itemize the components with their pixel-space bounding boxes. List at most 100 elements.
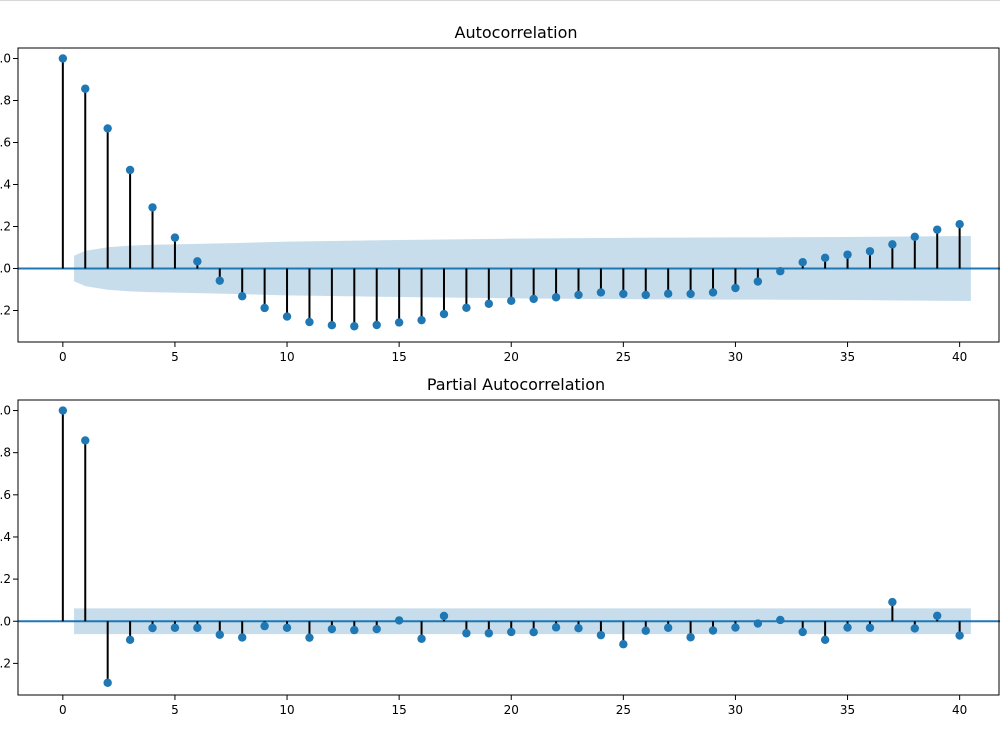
marker-lag-39	[933, 225, 942, 234]
x-tick-label: 0	[59, 703, 67, 717]
window-top-edge	[0, 0, 1000, 4]
chart-title: Autocorrelation	[455, 23, 578, 42]
marker-lag-18	[462, 303, 471, 312]
marker-lag-13	[350, 625, 359, 635]
x-tick-label: 40	[952, 703, 967, 717]
marker-lag-9	[260, 621, 269, 631]
marker-lag-12	[327, 624, 337, 634]
marker-lag-31	[753, 277, 763, 286]
marker-lag-7	[215, 630, 224, 639]
marker-lag-33	[798, 627, 807, 637]
marker-lag-20	[507, 627, 516, 637]
marker-lag-25	[619, 640, 628, 649]
marker-lag-39	[933, 611, 942, 620]
x-tick-label: 30	[728, 350, 743, 364]
x-tick-label: 40	[952, 350, 967, 364]
marker-lag-33	[798, 258, 807, 267]
marker-lag-25	[619, 289, 628, 299]
marker-lag-2	[103, 678, 112, 687]
marker-lag-16	[417, 634, 426, 643]
marker-lag-40	[955, 219, 964, 229]
marker-lag-15	[394, 616, 404, 625]
axes-frame	[17, 47, 1000, 343]
y-tick-label: -0.2	[0, 656, 11, 670]
marker-lag-22	[551, 623, 561, 632]
marker-lag-13	[350, 322, 359, 331]
x-tick-label: 15	[392, 350, 407, 364]
marker-lag-28	[686, 633, 695, 642]
marker-lag-36	[865, 247, 875, 256]
y-tick-label: 0.8	[0, 94, 11, 108]
x-tick-label: 35	[840, 350, 855, 364]
marker-lag-14	[372, 624, 381, 634]
marker-lag-7	[215, 276, 224, 285]
marker-lag-34	[820, 253, 830, 262]
marker-lag-40	[955, 631, 964, 640]
marker-lag-9	[260, 303, 269, 313]
marker-lag-28	[686, 289, 695, 299]
y-tick-label: 1.0	[0, 404, 11, 418]
marker-lag-22	[551, 293, 561, 302]
y-tick-label: 0.6	[0, 136, 11, 150]
axes-frame	[17, 399, 1000, 696]
marker-lag-19	[484, 299, 494, 308]
marker-lag-12	[327, 321, 337, 330]
marker-lag-1	[81, 84, 90, 93]
x-tick-label: 10	[279, 703, 294, 717]
marker-lag-10	[282, 312, 292, 321]
marker-lag-37	[888, 597, 897, 607]
x-tick-label: 5	[171, 350, 179, 364]
marker-lag-29	[708, 626, 718, 635]
marker-lag-2	[103, 124, 112, 133]
x-tick-label: 5	[171, 703, 179, 717]
marker-lag-15	[394, 318, 404, 327]
marker-lag-18	[462, 629, 471, 638]
marker-lag-0	[58, 406, 68, 415]
x-tick-label: 35	[840, 703, 855, 717]
marker-lag-5	[170, 623, 180, 632]
marker-lag-36	[865, 623, 875, 632]
marker-lag-11	[305, 633, 314, 642]
marker-lag-38	[910, 624, 920, 633]
y-tick-label: 0.0	[0, 262, 11, 276]
marker-lag-8	[238, 633, 247, 642]
marker-lag-21	[529, 628, 538, 637]
marker-lag-8	[238, 292, 247, 301]
y-tick-label: 0.2	[0, 572, 11, 586]
marker-lag-26	[641, 290, 650, 300]
marker-lag-20	[507, 296, 516, 306]
x-tick-label: 10	[279, 350, 294, 364]
marker-lag-5	[170, 233, 180, 242]
marker-lag-14	[372, 320, 381, 330]
y-tick-label: 0.0	[0, 614, 11, 628]
y-tick-label: 1.0	[0, 52, 11, 66]
x-tick-label: 20	[504, 703, 519, 717]
partial-autocorrelation-chart: Partial Autocorrelation 0 5 10 15 20 25 30 35 40 1…	[0, 375, 1000, 717]
marker-lag-30	[731, 283, 740, 293]
marker-lag-32	[776, 267, 785, 276]
marker-lag-29	[708, 288, 718, 297]
x-tick-label: 25	[616, 703, 631, 717]
x-tick-label: 20	[504, 350, 519, 364]
autocorrelation-chart: Autocorrelation 0 5 10 15 20 25 30 35 40 1.0 0.8 0.6…	[0, 23, 1000, 364]
marker-lag-3	[125, 165, 135, 175]
y-tick-label: 0.4	[0, 178, 11, 192]
marker-lag-21	[529, 294, 538, 304]
marker-lag-6	[193, 623, 202, 632]
marker-lag-23	[574, 624, 583, 633]
y-tick-label: 0.8	[0, 446, 11, 460]
marker-lag-34	[820, 635, 830, 644]
y-tick-label: -0.2	[0, 304, 11, 318]
x-tick-label: 30	[728, 703, 743, 717]
marker-lag-16	[417, 315, 426, 325]
marker-lag-4	[148, 623, 157, 633]
x-tick-label: 15	[392, 703, 407, 717]
marker-lag-35	[843, 250, 852, 259]
marker-lag-35	[843, 623, 852, 632]
marker-lag-17	[439, 611, 449, 621]
x-tick-label: 0	[59, 350, 67, 364]
y-tick-label: 0.6	[0, 488, 11, 502]
marker-lag-0	[58, 54, 68, 63]
marker-lag-27	[663, 289, 673, 298]
